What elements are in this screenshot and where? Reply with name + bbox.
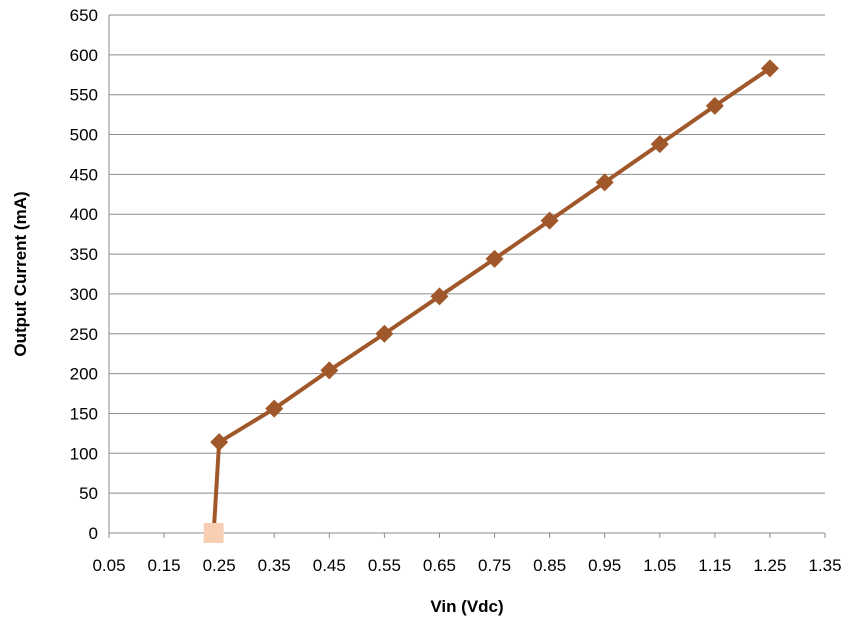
- data-point-marker: [375, 324, 394, 343]
- data-point-marker: [760, 59, 779, 78]
- x-tick-label: 0.55: [368, 556, 401, 575]
- y-tick-label: 300: [70, 285, 98, 304]
- x-axis-title: Vin (Vdc): [430, 597, 503, 616]
- data-point-marker: [430, 287, 449, 306]
- y-tick-label: 150: [70, 404, 98, 423]
- x-tick-label: 0.35: [258, 556, 291, 575]
- y-tick-label: 600: [70, 46, 98, 65]
- x-tick-label: 0.15: [148, 556, 181, 575]
- data-point-marker: [705, 96, 724, 115]
- data-point-marker: [265, 399, 284, 418]
- gridlines: [109, 14, 825, 494]
- y-tick-label: 100: [70, 444, 98, 463]
- x-tick-label: 0.45: [313, 556, 346, 575]
- y-tick-labels: 0 50 100 150 200 250 300 350 400 450 500 550 600 650: [70, 6, 98, 543]
- y-tick-label: 450: [70, 165, 98, 184]
- data-point-marker: [485, 249, 504, 268]
- y-tick-label: 200: [70, 365, 98, 384]
- y-tick-label: 500: [70, 126, 98, 145]
- x-tick-label: 0.65: [423, 556, 456, 575]
- data-point-marker: [595, 173, 614, 192]
- data-point-marker: [210, 433, 229, 452]
- x-tick-labels: 0.05 0.15 0.25 0.35 0.45 0.55 0.65 0.75 0.85 0.95…: [92, 556, 841, 575]
- y-tick-label: 350: [70, 245, 98, 264]
- y-tick-label: 400: [70, 205, 98, 224]
- x-tick-label: 1.05: [643, 556, 676, 575]
- x-tick-label: 1.15: [698, 556, 731, 575]
- x-tick-label: 0.25: [203, 556, 236, 575]
- data-point-marker: [540, 211, 559, 230]
- x-tick-label: 0.85: [533, 556, 566, 575]
- x-tick-label: 0.05: [92, 556, 125, 575]
- series: [203, 59, 779, 543]
- data-point-marker: [650, 135, 669, 154]
- data-point-marker: [320, 361, 339, 380]
- y-axis-title: Output Current (mA): [11, 191, 30, 356]
- y-tick-label: 50: [79, 484, 98, 503]
- y-tick-label: 550: [70, 86, 98, 105]
- x-tick-label: 0.75: [478, 556, 511, 575]
- x-tick-label: 1.25: [753, 556, 786, 575]
- y-tick-label: 250: [70, 325, 98, 344]
- highlight-point-marker: [203, 523, 224, 543]
- y-tick-label: 0: [89, 524, 98, 543]
- series-line: [211, 66, 772, 535]
- x-tick-label: 1.35: [808, 556, 841, 575]
- x-tick-label: 0.95: [588, 556, 621, 575]
- y-tick-label: 650: [70, 6, 98, 25]
